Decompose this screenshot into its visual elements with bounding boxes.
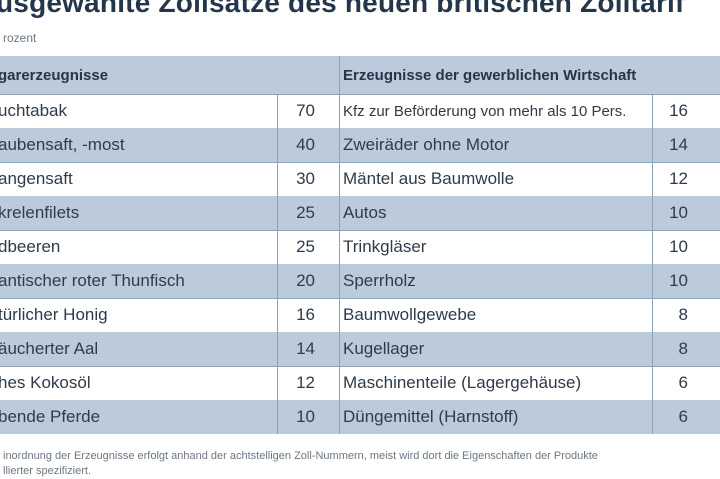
industrial-rate: 6 bbox=[678, 373, 688, 392]
agri-product: dbeeren bbox=[0, 237, 61, 256]
table-row: krelenfilets 25 Autos 10 bbox=[0, 196, 720, 231]
industrial-product: Kugellager bbox=[343, 339, 425, 358]
table-row: bende Pferde 10 Düngemittel (Harnstoff) … bbox=[0, 400, 720, 434]
agri-rate: 70 bbox=[296, 101, 315, 120]
page-title: usgewählte Zollsätze des neuen britische… bbox=[0, 0, 685, 18]
industrial-rate: 6 bbox=[678, 407, 688, 426]
agri-rate: 14 bbox=[296, 339, 315, 358]
industrial-product: Zweiräder ohne Motor bbox=[343, 135, 510, 154]
agri-product: antischer roter Thunfisch bbox=[0, 271, 185, 290]
industrial-rate: 10 bbox=[669, 271, 688, 290]
unit-label: rozent bbox=[3, 31, 37, 45]
industrial-product: Trinkgläser bbox=[343, 237, 427, 256]
agri-rate: 40 bbox=[296, 135, 315, 154]
industrial-rate: 14 bbox=[669, 135, 688, 154]
industrial-rate: 8 bbox=[678, 305, 688, 324]
table-row: hes Kokosöl 12 Maschinenteile (Lagergehä… bbox=[0, 366, 720, 401]
industrial-rate: 12 bbox=[669, 169, 688, 188]
agri-product: uchtabak bbox=[0, 101, 67, 120]
industrial-product: Maschinenteile (Lagergehäuse) bbox=[343, 373, 582, 392]
agri-rate: 30 bbox=[296, 169, 315, 188]
table-row: aubensaft, -most 40 Zweiräder ohne Motor… bbox=[0, 128, 720, 163]
agri-product: bende Pferde bbox=[0, 407, 101, 426]
agri-product: krelenfilets bbox=[0, 203, 80, 222]
agri-rate: 20 bbox=[296, 271, 315, 290]
industrial-product: Autos bbox=[343, 203, 387, 222]
industrial-rate: 8 bbox=[678, 339, 688, 358]
industrial-rate: 10 bbox=[669, 203, 688, 222]
agri-product: aubensaft, -most bbox=[0, 135, 125, 154]
header-agricultural: garerzeugnisse bbox=[0, 66, 109, 84]
column-divider bbox=[339, 56, 340, 94]
footnote-line: inordnung der Erzeugnisse erfolgt anhand… bbox=[3, 450, 598, 462]
industrial-product: Baumwollgewebe bbox=[343, 305, 477, 324]
industrial-rate: 16 bbox=[669, 101, 688, 120]
footnote-line: llierter spezifiziert. bbox=[3, 465, 92, 477]
table-row: dbeeren 25 Trinkgläser 10 bbox=[0, 230, 720, 265]
table-row: antischer roter Thunfisch 20 Sperrholz 1… bbox=[0, 264, 720, 299]
table-row: uchtabak 70 Kfz zur Beförderung von mehr… bbox=[0, 94, 720, 129]
agri-product: äucherter Aal bbox=[0, 339, 99, 358]
industrial-product: Düngemittel (Harnstoff) bbox=[343, 407, 519, 426]
agri-rate: 25 bbox=[296, 203, 315, 222]
footnote: inordnung der Erzeugnisse erfolgt anhand… bbox=[3, 449, 718, 479]
agri-product: angensaft bbox=[0, 169, 73, 188]
agri-rate: 12 bbox=[296, 373, 315, 392]
industrial-product: Kfz zur Beförderung von mehr als 10 Pers… bbox=[343, 102, 627, 120]
agri-rate: 16 bbox=[296, 305, 315, 324]
industrial-product: Sperrholz bbox=[343, 271, 416, 290]
industrial-rate: 10 bbox=[669, 237, 688, 256]
agri-rate: 10 bbox=[296, 407, 315, 426]
agri-product: türlicher Honig bbox=[0, 305, 108, 324]
table-header-row: garerzeugnisse Erzeugnisse der gewerblic… bbox=[0, 56, 720, 95]
table-row: angensaft 30 Mäntel aus Baumwolle 12 bbox=[0, 162, 720, 197]
agri-product: hes Kokosöl bbox=[0, 373, 91, 392]
table-row: türlicher Honig 16 Baumwollgewebe 8 bbox=[0, 298, 720, 333]
table-row: äucherter Aal 14 Kugellager 8 bbox=[0, 332, 720, 367]
industrial-product: Mäntel aus Baumwolle bbox=[343, 169, 515, 188]
header-industrial: Erzeugnisse der gewerblichen Wirtschaft bbox=[343, 66, 637, 84]
agri-rate: 25 bbox=[296, 237, 315, 256]
